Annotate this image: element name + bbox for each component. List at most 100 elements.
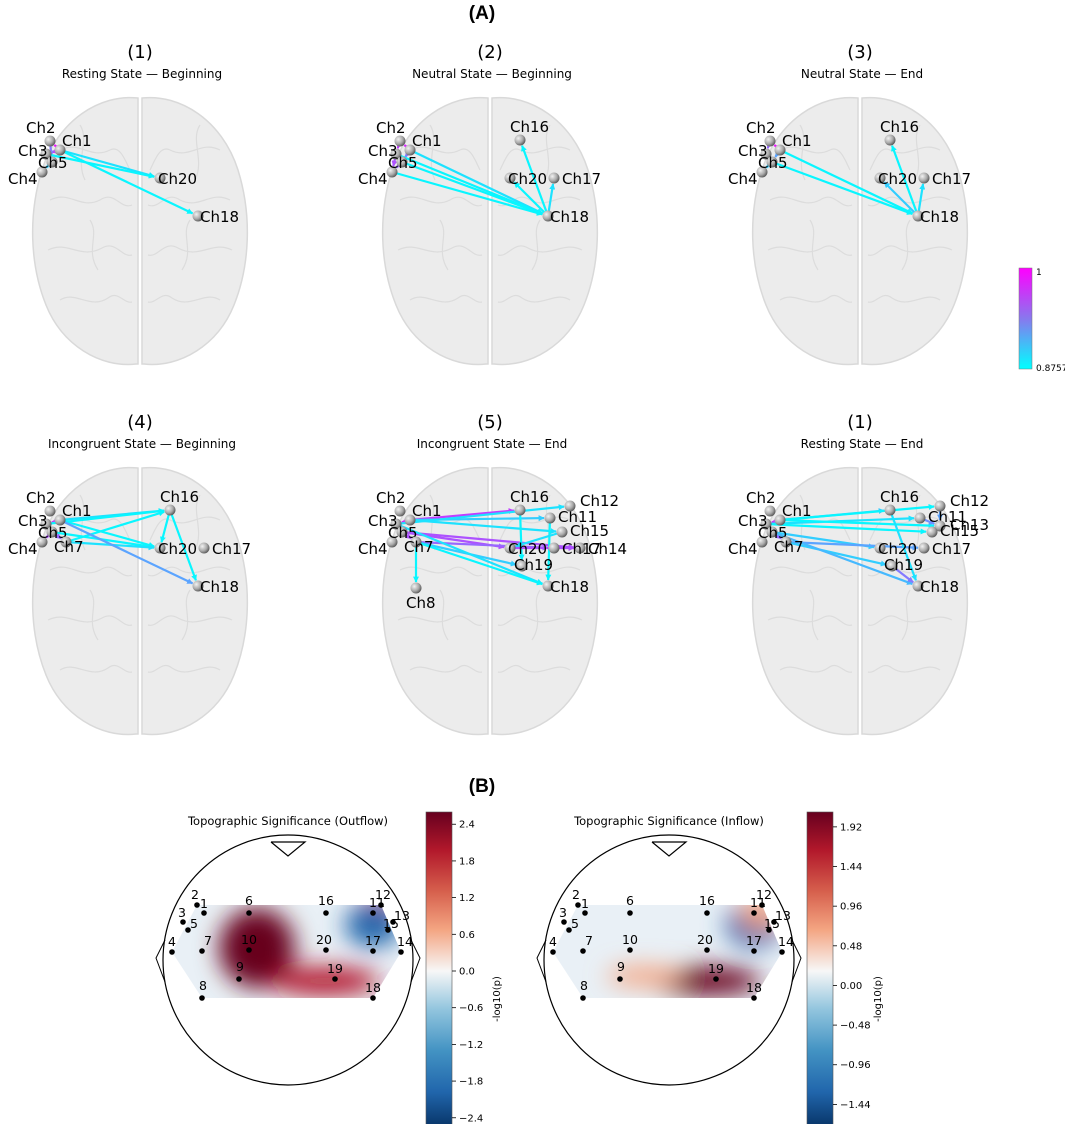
optode-label: 9 — [617, 959, 625, 974]
connection-arrow — [391, 170, 543, 216]
channel-label: Ch8 — [406, 594, 436, 612]
colorbar-tick-label: −0.6 — [459, 1003, 483, 1014]
channel-label: Ch4 — [358, 540, 388, 558]
channel-label: Ch19 — [514, 556, 553, 574]
channel-node — [542, 580, 554, 592]
optode-dot — [185, 927, 191, 933]
channel-node — [386, 536, 398, 548]
channel-node — [886, 560, 898, 572]
channel-node — [884, 504, 896, 516]
channel-node — [154, 542, 166, 554]
optode-dot — [550, 949, 556, 955]
nose-icon — [270, 841, 307, 857]
optode-dot — [201, 910, 207, 916]
channel-label: Ch1 — [62, 132, 92, 150]
optode-label: 6 — [626, 893, 634, 908]
connection-arrow — [409, 518, 557, 535]
channel-label: Ch7 — [54, 538, 84, 556]
channel-label: Ch3 — [368, 512, 398, 530]
colorbar-tick-label: −1.8 — [459, 1077, 483, 1088]
channel-node — [192, 210, 204, 222]
channel-label: Ch5 — [758, 524, 788, 542]
optode-label: 2 — [191, 887, 199, 902]
connection-arrow — [59, 519, 194, 585]
channel-node — [774, 514, 786, 526]
optode-label: 17 — [365, 933, 381, 948]
optode-label: 1 — [581, 896, 589, 911]
optode-dot — [580, 948, 586, 954]
optode-label: 2 — [572, 887, 580, 902]
channel-label: Ch3 — [18, 512, 48, 530]
channel-label: Ch13 — [950, 516, 989, 534]
optode-dot — [378, 902, 384, 908]
connection-arrow — [779, 149, 914, 215]
colorbar-tick-label: 0.00 — [840, 981, 862, 992]
channel-label: Ch5 — [38, 524, 68, 542]
connection-arrow — [395, 522, 543, 585]
panel-number: (1) — [127, 42, 153, 63]
section-b-label: (B) — [469, 776, 495, 797]
optode-dot — [566, 927, 572, 933]
connectivity-panels: (1) Resting State — Beginning Ch1 Ch2 Ch3 Ch4… — [8, 42, 989, 736]
channel-node — [396, 526, 408, 538]
channel-label: Ch16 — [880, 118, 919, 136]
connection-arrow — [771, 160, 913, 215]
colorbar-tick-label: −1.44 — [840, 1100, 871, 1111]
colorbar-tick-label: −2.4 — [459, 1113, 483, 1124]
channel-label: Ch20 — [508, 540, 547, 558]
optode-dot — [771, 919, 777, 925]
channel-node — [756, 166, 768, 178]
channel-label: Ch17 — [932, 540, 971, 558]
channel-node — [386, 166, 398, 178]
optode-label: 5 — [571, 916, 579, 931]
left-ear-icon — [155, 939, 166, 983]
colorbar-label: -log10(p) — [492, 976, 503, 1022]
optode-dot — [575, 902, 581, 908]
colorbar-tick-label: −1.2 — [459, 1040, 483, 1051]
topo-title: Topographic Significance (Inflow) — [573, 814, 764, 828]
channel-node — [756, 536, 768, 548]
channel-node — [780, 536, 792, 548]
optode-dot — [370, 910, 376, 916]
channel-label: Ch11 — [558, 508, 597, 526]
connection-arrow — [409, 149, 544, 215]
optode-label: 16 — [699, 893, 715, 908]
channel-node — [192, 580, 204, 592]
channel-label: Ch1 — [412, 132, 442, 150]
channel-node — [766, 156, 778, 168]
connection-arrow — [59, 518, 155, 548]
channel-node — [874, 542, 886, 554]
nose-icon — [651, 841, 688, 857]
channel-label: Ch12 — [580, 492, 619, 510]
channel-label: Ch1 — [782, 132, 812, 150]
channel-node — [760, 518, 772, 530]
topo-map: Topographic Significance (Inflow)1234567… — [536, 811, 884, 1124]
channel-node — [774, 144, 786, 156]
channel-label: Ch12 — [950, 492, 989, 510]
optode-label: 6 — [245, 893, 253, 908]
channel-node — [934, 500, 946, 512]
colorbar-tick-label: 1.8 — [459, 856, 475, 867]
channel-label: Ch18 — [550, 578, 589, 596]
channel-node — [44, 505, 56, 517]
optode-dot — [390, 919, 396, 925]
channel-label: Ch18 — [550, 208, 589, 226]
optode-dot — [236, 976, 242, 982]
channel-node — [404, 144, 416, 156]
connection-arrow — [401, 530, 575, 550]
channel-node — [918, 172, 930, 184]
channel-label: Ch17 — [562, 540, 601, 558]
channel-node — [60, 536, 72, 548]
channel-node — [410, 536, 422, 548]
channel-node — [394, 135, 406, 147]
connection-arrow — [779, 518, 935, 529]
section-a-label: (A) — [469, 3, 495, 24]
channel-label: Ch4 — [728, 170, 758, 188]
channel-node — [54, 144, 66, 156]
channel-node — [918, 542, 930, 554]
channel-label: Ch2 — [26, 489, 56, 507]
channel-label: Ch3 — [738, 512, 768, 530]
colorbar-tick-label: 0.96 — [840, 902, 862, 913]
colorbar-tick-label: 1.44 — [840, 862, 862, 873]
